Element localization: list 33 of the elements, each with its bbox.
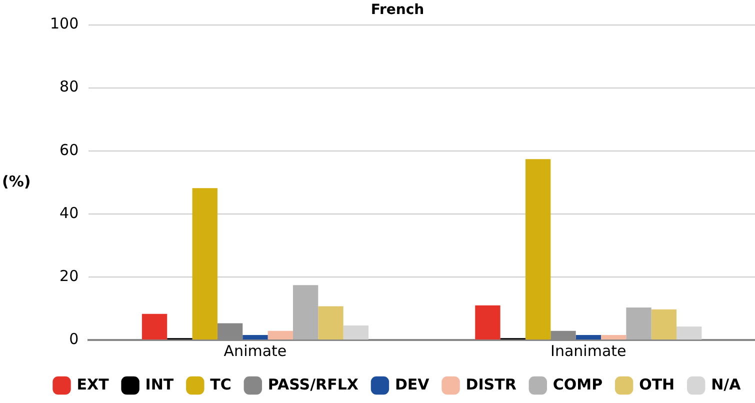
- x-tick-label: Inanimate: [550, 342, 626, 360]
- y-axis-title: (%): [2, 172, 31, 190]
- bar: [576, 334, 601, 340]
- y-tick-label: 20: [60, 266, 79, 285]
- legend-label: COMP: [552, 375, 603, 394]
- legend-label: PASS/RFLX: [268, 375, 359, 394]
- y-tick-label: 80: [60, 78, 79, 96]
- bar: [475, 305, 500, 340]
- bar: [268, 330, 293, 340]
- bar: [142, 314, 168, 340]
- legend-label: INT: [145, 375, 174, 394]
- y-tick-label: 60: [60, 140, 79, 159]
- bar: [651, 309, 677, 340]
- legend-label: EXT: [76, 375, 110, 394]
- y-tick-label: 100: [50, 14, 79, 33]
- y-tick-label: 0: [69, 330, 79, 348]
- chart-title: French: [370, 2, 424, 18]
- bar: [318, 306, 344, 340]
- legend-label: TC: [210, 375, 232, 394]
- legend-label: DISTR: [466, 375, 517, 394]
- legend-label: OTH: [639, 375, 675, 394]
- bar: [676, 326, 702, 340]
- legend-label: DEV: [394, 375, 430, 394]
- y-tick-label: 40: [60, 204, 79, 222]
- x-tick-label: Animate: [224, 342, 287, 360]
- bar: [292, 285, 318, 340]
- bar: [626, 308, 652, 340]
- bar: [525, 159, 551, 340]
- legend-label: N/A: [711, 375, 742, 394]
- bar: [192, 188, 218, 340]
- bar: [600, 334, 626, 340]
- bar: [343, 326, 369, 340]
- bar: [242, 334, 268, 340]
